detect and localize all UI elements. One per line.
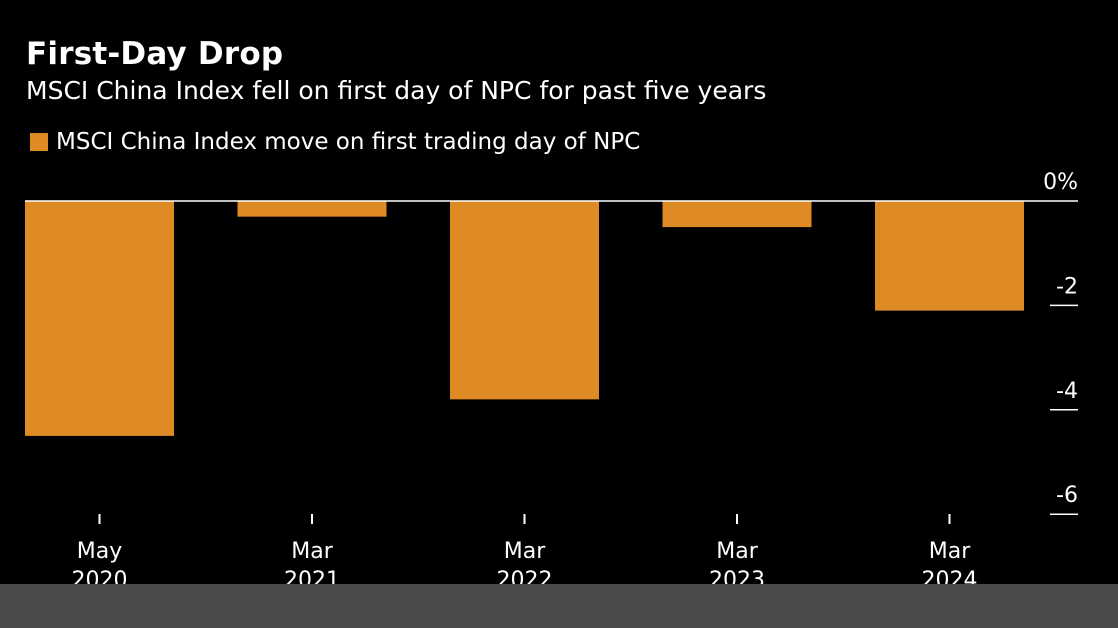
y-tick-label: -6: [1056, 483, 1078, 508]
x-tick-label-month: Mar: [929, 539, 971, 564]
bar-mar-2022: [450, 201, 599, 400]
bar-mar-2024: [875, 201, 1024, 311]
bottom-overlay-bar: [0, 584, 1118, 628]
legend-swatch: [30, 133, 48, 151]
y-tick-label: -4: [1056, 379, 1078, 404]
legend-label: MSCI China Index move on first trading d…: [56, 129, 641, 155]
bar-mar-2023: [662, 201, 812, 228]
x-tick-label-month: Mar: [716, 539, 758, 564]
x-tick-label-month: Mar: [504, 539, 546, 564]
bar-mar-2021: [237, 201, 387, 217]
y-tick-label: 0%: [1043, 170, 1078, 195]
x-tick-label-month: May: [77, 539, 122, 564]
chart-title: First-Day Drop: [26, 36, 284, 72]
chart-subtitle: MSCI China Index fell on first day of NP…: [26, 76, 767, 105]
y-tick-label: -2: [1056, 274, 1078, 299]
bar-may-2020: [25, 201, 174, 436]
legend: MSCI China Index move on first trading d…: [30, 129, 640, 155]
x-tick-label-month: Mar: [291, 539, 333, 564]
